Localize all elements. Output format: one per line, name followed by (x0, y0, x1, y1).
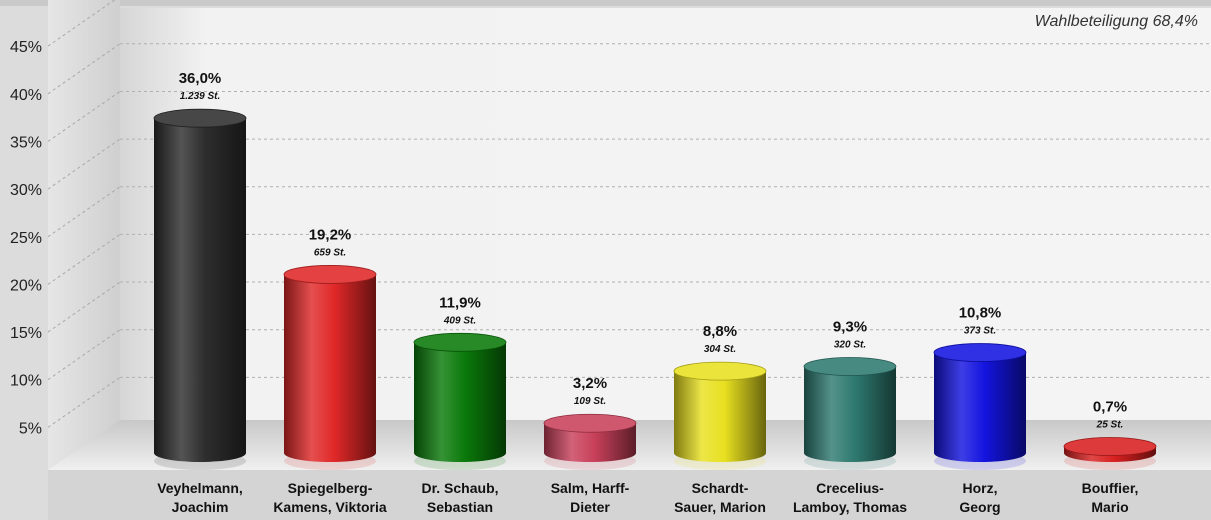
x-axis: Veyhelmann, Joachim Spiegelberg- Kamens, Vi… (157, 480, 1138, 515)
bar-top (1063, 437, 1157, 456)
votes-label: 373 St. (964, 326, 996, 337)
bars (153, 108, 1157, 470)
category-label: Mario (1091, 499, 1128, 515)
y-tick-label: 40% (10, 87, 42, 104)
bar-body (284, 274, 376, 462)
category-label: Sauer, Marion (674, 499, 766, 515)
category-label: Kamens, Viktoria (273, 499, 387, 515)
gridline-side (47, 91, 121, 142)
value-label: 10,8% (959, 305, 1002, 322)
y-tick-label: 45% (10, 39, 42, 56)
category-label: Georg (959, 499, 1000, 515)
bar-top (153, 108, 247, 128)
y-tick-label: 5% (19, 420, 42, 437)
gridline-side (47, 0, 116, 47)
category-label: Salm, Harff- (551, 480, 630, 496)
bar (153, 108, 247, 470)
category-label: Joachim (172, 499, 229, 515)
bar-top (673, 361, 767, 381)
value-label: 9,3% (833, 319, 867, 336)
bar-body (674, 371, 766, 462)
category-label: Spiegelberg- (288, 480, 373, 496)
bar-top (413, 332, 507, 352)
value-label: 8,8% (703, 323, 737, 340)
category-label: Horz, (963, 480, 998, 496)
bar (803, 357, 897, 470)
category-label: Dieter (570, 499, 610, 515)
value-label: 3,2% (573, 375, 607, 392)
y-tick-label: 35% (10, 134, 42, 151)
bar (1063, 437, 1157, 470)
bar (933, 343, 1027, 470)
y-tick-label: 30% (10, 182, 42, 199)
bar (413, 332, 507, 470)
value-label: 11,9% (439, 294, 481, 311)
category-label: Dr. Schaub, (421, 480, 498, 496)
gridline-side (47, 281, 121, 333)
y-tick-label: 25% (10, 230, 42, 247)
category-label: Veyhelmann, (157, 480, 243, 496)
votes-label: 109 St. (574, 396, 606, 407)
category-label: Bouffier, (1082, 480, 1139, 496)
votes-label: 320 St. (834, 340, 866, 351)
votes-label: 1.239 St. (180, 91, 221, 102)
votes-label: 659 St. (314, 247, 346, 258)
votes-label: 409 St. (443, 315, 476, 326)
gridline-side (47, 376, 121, 428)
y-tick-label: 15% (10, 325, 42, 342)
y-tick-label: 20% (10, 277, 42, 294)
gridline-side (47, 186, 121, 238)
bar-body (154, 118, 246, 462)
bar-top (283, 265, 377, 284)
bar (673, 361, 767, 470)
gridline-side (47, 329, 121, 381)
bar-body (804, 366, 896, 462)
votes-label: 25 St. (1096, 419, 1124, 430)
bar (543, 413, 637, 470)
category-label: Sebastian (427, 499, 493, 515)
bar-body (414, 342, 506, 462)
value-label: 36,0% (179, 70, 222, 87)
bar (283, 265, 377, 470)
turnout-annotation: Wahlbeteiligung 68,4% (1035, 13, 1198, 30)
bar-top (803, 357, 897, 376)
y-tick-label: 10% (10, 373, 42, 390)
gridline-side (47, 138, 121, 190)
category-label: Lamboy, Thomas (793, 499, 907, 515)
votes-label: 304 St. (704, 344, 736, 355)
category-label: Crecelius- (816, 480, 884, 496)
bar-body (934, 352, 1026, 462)
bar-top (543, 413, 637, 433)
gridline-side (47, 43, 121, 95)
data-labels: 36,0% 1.239 St. 19,2% 659 St. 11,9% 409 St. 3,… (179, 70, 1127, 430)
bar-body (544, 423, 636, 462)
y-axis: 5% 10% 15% 20% 25% 30% 35% 40% 45% (10, 39, 42, 437)
value-label: 19,2% (309, 226, 352, 243)
value-label: 0,7% (1093, 398, 1127, 415)
bar-top (933, 343, 1027, 362)
gridline-side (47, 233, 121, 285)
category-label: Schardt- (692, 480, 749, 496)
